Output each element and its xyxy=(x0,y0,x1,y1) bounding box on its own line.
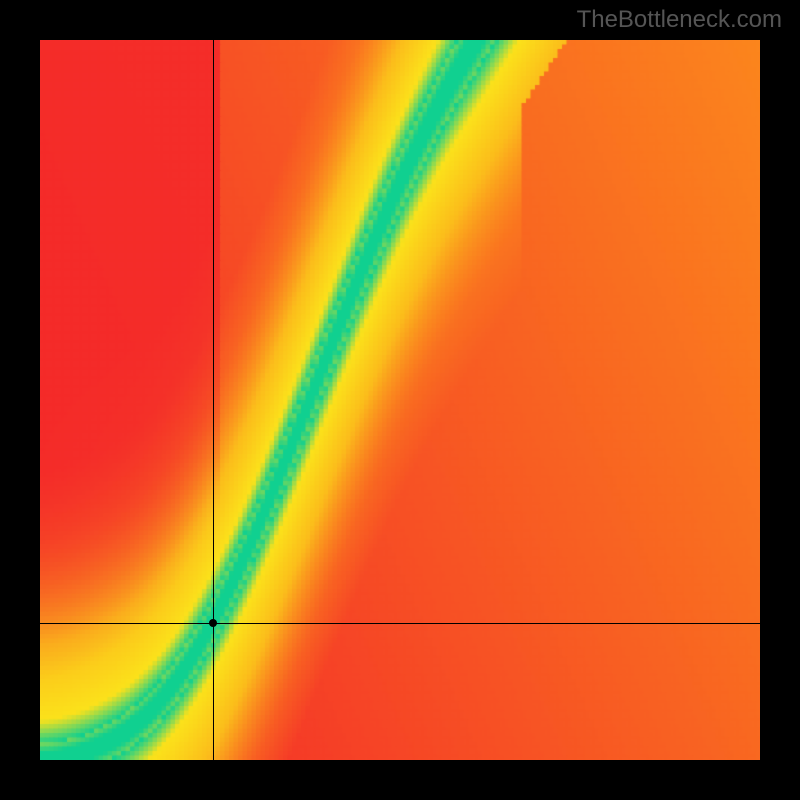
bottleneck-heatmap xyxy=(40,40,760,760)
crosshair-vertical xyxy=(213,40,214,760)
watermark-text: TheBottleneck.com xyxy=(577,6,782,34)
crosshair-marker xyxy=(209,619,217,627)
crosshair-horizontal xyxy=(40,623,760,624)
